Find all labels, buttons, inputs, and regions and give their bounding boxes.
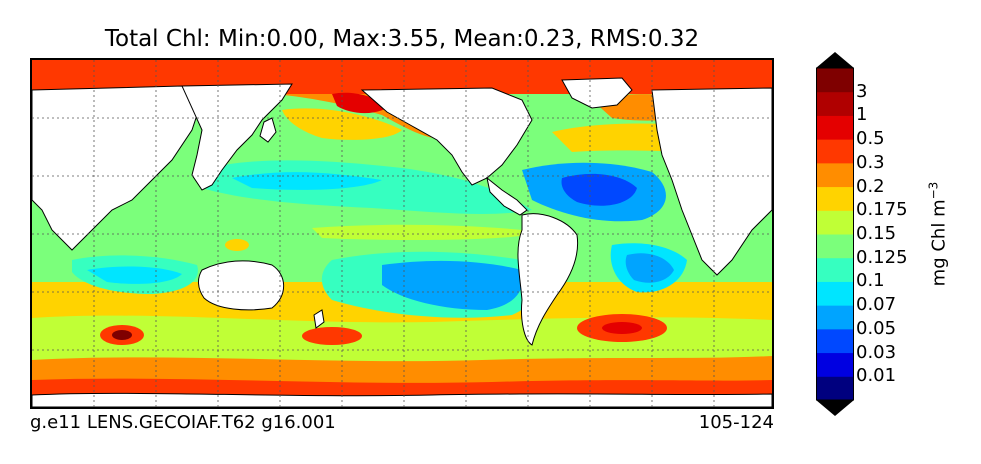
greenland [561, 77, 633, 109]
colorbar-unit-exponent: −3 [926, 181, 941, 200]
run-id-caption: g.e11 LENS.GECOIAF.T62 g16.001 [30, 412, 336, 433]
colorbar-tick-label: 1 [856, 104, 868, 126]
japan [259, 117, 277, 143]
colorbar-tick-label: 0.01 [856, 365, 897, 387]
patagonia-core [602, 322, 642, 334]
colorbar-tick-label: 0.03 [856, 341, 897, 363]
colorbar-bin [816, 257, 854, 282]
kerguelen-core [112, 330, 132, 340]
colorbar-tick-label: 3 [856, 80, 868, 102]
colorbar [816, 52, 854, 416]
colorbar-tick-label: 0.05 [856, 317, 897, 339]
europe-africa-east [651, 87, 772, 276]
year-range-caption: 105-124 [698, 412, 774, 433]
colorbar-extend-max [816, 52, 854, 68]
colorbar-bin [816, 234, 854, 259]
australia [198, 260, 285, 311]
antarctica [32, 392, 772, 407]
bering-red [332, 92, 387, 114]
chlorophyll-map [30, 58, 774, 409]
colorbar-unit: mg Chl m−3 [927, 182, 950, 287]
land [32, 77, 772, 407]
south-pacific-gyre-core [382, 260, 523, 310]
north-atlantic-gyre-core [561, 173, 637, 206]
arafura-yellow [225, 239, 249, 251]
colorbar-bin [816, 281, 854, 306]
colorbar-tick-label: 0.1 [856, 270, 885, 292]
colorbar-extend-min [816, 400, 854, 416]
colorbar-bin [816, 186, 854, 211]
colorbar-bin [816, 68, 854, 93]
colorbar-tick-label: 0.125 [856, 246, 908, 268]
colorbar-bin [816, 305, 854, 330]
east-asia [181, 83, 293, 191]
colorbar-bin [816, 162, 854, 188]
north-america [360, 87, 533, 186]
colorbar-tick-label: 0.15 [856, 223, 897, 244]
new-zealand-red [302, 327, 362, 345]
colorbar-tick-label: 0.07 [856, 294, 897, 316]
new-zealand [313, 309, 325, 329]
colorbar-tick-label: 0.175 [856, 199, 908, 221]
colorbar-bin [816, 91, 854, 116]
colorbar-bin [816, 352, 854, 377]
colorbar-tick-label: 0.2 [856, 175, 885, 197]
map-canvas [32, 60, 772, 407]
north-pacific-gyre-core [232, 172, 382, 190]
north-pacific-yellow [282, 108, 402, 140]
colorbar-bin [816, 139, 854, 164]
map-title: Total Chl: Min:0.00, Max:3.55, Mean:0.23… [104, 26, 700, 52]
colorbar-bin [816, 328, 854, 354]
colorbar-bin [816, 376, 854, 401]
colorbar-bin [816, 115, 854, 140]
south-america [517, 213, 579, 346]
colorbar-bin [816, 210, 854, 235]
colorbar-frame [816, 67, 854, 401]
graticule [32, 60, 772, 407]
colorbar-tick-label: 0.3 [856, 151, 885, 173]
equatorial-upwelling [312, 224, 542, 240]
colorbar-tick-label: 0.5 [856, 128, 885, 150]
indian-ocean-gyre-core [87, 266, 182, 284]
colorbar-unit-text: mg Chl m [928, 199, 950, 287]
south-atlantic-gyre-core [625, 253, 674, 283]
central-america [486, 176, 528, 216]
